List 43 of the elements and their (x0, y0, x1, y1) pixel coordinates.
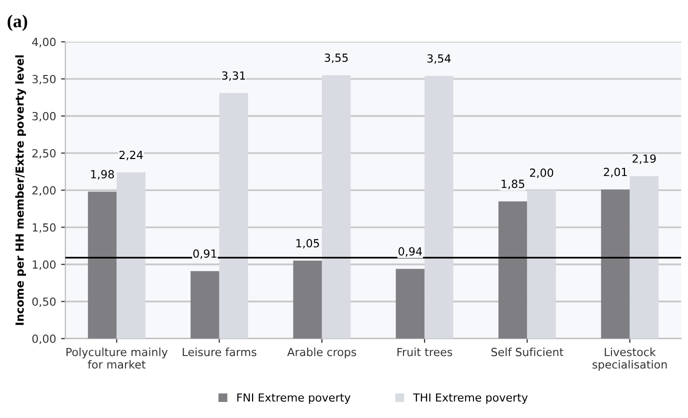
y-tick-label: 3,00 (32, 112, 56, 122)
data-label: 2,24 (119, 150, 143, 160)
bar (527, 190, 556, 339)
bar (293, 260, 322, 339)
bar (630, 176, 659, 339)
data-label: 0,94 (398, 247, 422, 257)
data-label: 1,98 (91, 170, 114, 180)
y-tick-label: 0,00 (32, 334, 56, 344)
bar (424, 76, 454, 339)
y-tick-label: 1,00 (32, 260, 56, 270)
bar (396, 268, 425, 339)
y-tick-label: 2,00 (32, 186, 56, 196)
bar (322, 75, 351, 339)
data-label: 1,85 (502, 180, 524, 190)
chart-title: (a) (8, 14, 28, 32)
data-label: 3,54 (427, 54, 451, 64)
y-tick-label: 2,50 (32, 149, 56, 159)
y-axis-title: Income per HH member/Extre poverty level (15, 55, 26, 325)
legend-label: FNI Extreme poverty (237, 393, 350, 404)
y-tick-label: 3,50 (32, 74, 56, 84)
bar (116, 172, 146, 339)
x-tick-label: Polyculture mainly for market (66, 348, 168, 369)
legend-label: THI Extreme poverty (412, 393, 528, 404)
x-tick-label: Arable crops (287, 348, 356, 358)
y-tick-label: 0,50 (32, 297, 56, 307)
data-label: 3,31 (222, 71, 246, 81)
bar (498, 201, 528, 339)
bar (190, 271, 220, 339)
y-tick-label: 1,50 (32, 223, 56, 233)
data-label: 0,91 (193, 249, 216, 259)
bar (88, 192, 117, 339)
x-tick-label: Fruit trees (397, 348, 452, 356)
y-tick-label: 4,00 (32, 38, 56, 48)
data-label: 3,55 (324, 54, 348, 64)
x-tick-label: Self Suficient (491, 348, 564, 356)
data-label: 2,00 (530, 168, 554, 178)
x-tick-label: Livestock specialisation (592, 348, 667, 371)
data-label: 2,01 (604, 168, 627, 178)
x-tick-label: Leisure farms (182, 348, 256, 356)
bar (601, 189, 630, 339)
bar (219, 92, 248, 339)
data-label: 1,05 (296, 239, 319, 249)
data-label: 2,19 (632, 154, 656, 164)
